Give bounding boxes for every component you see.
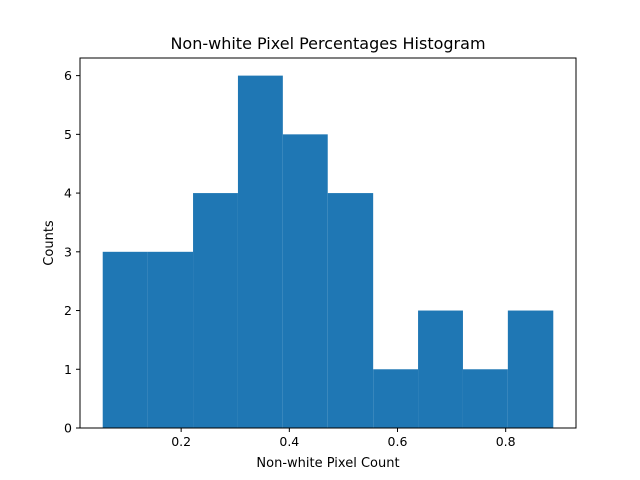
x-tick-label: 0.8 [496,434,516,449]
y-tick-label: 1 [64,362,72,377]
x-tick-label: 0.6 [388,434,408,449]
x-axis-label: Non-white Pixel Count [256,456,399,471]
histogram-bar-6 [327,193,374,428]
y-tick-label: 3 [64,244,72,259]
histogram-bar-8 [418,310,463,428]
x-tick-label: 0.4 [279,434,299,449]
histogram-bar-10 [507,310,554,428]
y-axis-label: Counts [42,220,57,266]
x-tick-label: 0.2 [171,434,191,449]
histogram-bar-4 [237,75,283,428]
x-ticks-group: 0.2 0.4 0.6 0.8 [171,428,516,449]
y-tick-label: 0 [64,421,72,436]
histogram-bar-1 [102,251,148,428]
plot-frame [79,57,577,429]
y-ticks-group: 0 1 2 3 4 5 6 [64,68,80,436]
bars-group [102,75,554,428]
chart-title: Non-white Pixel Percentages Histogram [170,34,485,53]
histogram-bar-9 [462,369,508,428]
y-tick-label: 5 [64,127,72,142]
histogram-bar-5 [282,134,328,428]
y-tick-label: 6 [64,68,72,83]
histogram-bar-3 [193,193,238,428]
histogram-bar-7 [373,369,419,428]
y-tick-label: 2 [64,303,72,318]
y-tick-label: 4 [64,186,72,201]
histogram-bar-2 [147,251,194,428]
